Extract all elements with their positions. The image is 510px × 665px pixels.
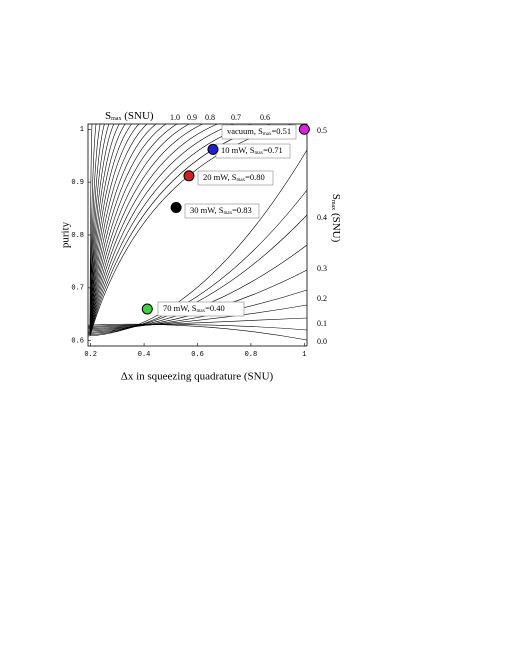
- contour-line: [89, 123, 110, 333]
- contour-label: 0.0: [317, 337, 327, 346]
- point: [207, 143, 219, 155]
- contour-line: [89, 123, 148, 334]
- contours: [87, 123, 308, 341]
- contour-line: [89, 123, 126, 333]
- top-label-sub: max: [111, 116, 121, 122]
- annotation-sub: max: [223, 211, 232, 216]
- contour-line: [89, 123, 178, 334]
- annotation-value: =0.71: [263, 145, 283, 155]
- annotation-value: =0.40: [205, 303, 225, 313]
- contour-line: [89, 123, 132, 333]
- contour-line: [89, 123, 218, 335]
- contour-label: 0.9: [187, 113, 197, 122]
- y-tick-label: 0.7: [71, 285, 84, 293]
- contour-line: [89, 123, 115, 333]
- annotation-sub: max: [196, 309, 205, 314]
- contour-label: 1.0: [170, 113, 180, 122]
- y-tick-label: 0.8: [71, 232, 84, 240]
- point: [298, 123, 310, 135]
- contour-line: [89, 123, 157, 334]
- contour-line: [89, 123, 190, 334]
- point: [141, 303, 153, 315]
- contour-line: [89, 123, 167, 334]
- annotation-sub: max: [236, 178, 245, 183]
- right-label: Smax (SNU): [330, 194, 343, 243]
- annotation: 70 mW, Smax=0.40: [163, 303, 225, 314]
- annotation-box: [221, 124, 297, 140]
- contour-line: [87, 289, 308, 331]
- y-tick-label: 0.9: [71, 179, 84, 187]
- contour-label: 0.4: [317, 213, 327, 222]
- contour-line: [89, 123, 140, 333]
- annotation: 30 mW, Smax=0.83: [190, 205, 252, 216]
- x-tick-label: 1: [302, 351, 306, 359]
- contour-line: [87, 214, 308, 334]
- y-tick-label: 0.6: [71, 338, 84, 346]
- annotation-text: vacuum, S: [227, 126, 263, 136]
- contour-line: [87, 317, 308, 328]
- contour-label: 0.8: [205, 113, 215, 122]
- annotation: 20 mW, Smax=0.80: [203, 172, 265, 183]
- top-label-s: S: [105, 110, 111, 122]
- contour-label: 0.5: [317, 126, 327, 135]
- annotation-box: [184, 203, 260, 219]
- right-label-s: S: [330, 194, 342, 200]
- x-tick-label: 0.2: [84, 351, 97, 359]
- contour-line: [89, 123, 252, 336]
- contour-line: [87, 269, 308, 332]
- contour-line: [87, 189, 308, 336]
- annotation-box: [197, 170, 274, 186]
- x-axis-label: Δx in squeezing quadrature (SNU): [121, 371, 274, 383]
- annotation-text: 10 mW, S: [221, 145, 255, 155]
- contour-label: 0.3: [317, 264, 327, 273]
- contour-line: [87, 323, 308, 341]
- annotation-text: 30 mW, S: [190, 205, 224, 215]
- annotation-sub: max: [263, 132, 272, 137]
- y-tick-label: 1: [80, 126, 84, 134]
- annotation: 10 mW, Smax=0.71: [221, 145, 283, 156]
- top-label: Smax (SNU): [105, 110, 154, 123]
- x-tick-label: 0.4: [138, 351, 151, 359]
- contour-line: [87, 149, 308, 337]
- contour-line: [87, 304, 308, 330]
- x-tick-label: 0.6: [191, 351, 204, 359]
- annotation-box: [157, 301, 245, 317]
- right-label-unit: (SNU): [330, 210, 342, 242]
- right-label-sub: max: [330, 200, 336, 210]
- contour-label: 0.6: [260, 113, 270, 122]
- contour-label: 0.7: [231, 113, 241, 122]
- annotation: vacuum, Smax=0.51: [227, 126, 291, 137]
- y-axis-label: purity: [60, 221, 72, 248]
- contour-label: 0.1: [317, 319, 327, 328]
- contour-label: 0.2: [317, 294, 327, 303]
- top-label-unit: (SNU): [121, 110, 153, 122]
- contour-line: [89, 123, 203, 335]
- annotation-sub: max: [254, 151, 263, 156]
- x-tick-label: 0.8: [245, 351, 258, 359]
- annotation-value: =0.51: [272, 126, 292, 136]
- contour-line: [89, 123, 105, 333]
- contour-line: [89, 123, 234, 335]
- annotation-value: =0.83: [232, 205, 252, 215]
- point: [183, 170, 195, 182]
- contour-line: [89, 123, 120, 333]
- contour-line: [87, 324, 308, 331]
- annotation-text: 70 mW, S: [163, 303, 197, 313]
- annotation-value: =0.80: [245, 172, 265, 182]
- point: [170, 202, 182, 214]
- annotation-text: 20 mW, S: [203, 172, 237, 182]
